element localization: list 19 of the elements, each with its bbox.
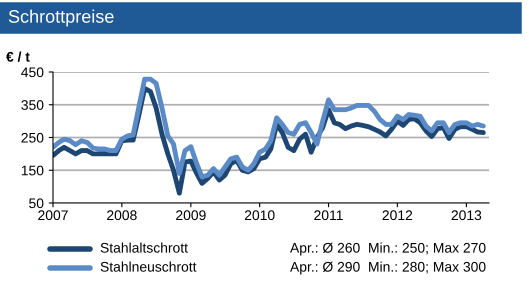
y-tick-label: 250	[22, 132, 44, 143]
y-tick-label: 350	[21, 100, 44, 110]
y-tick-label: 150	[22, 166, 44, 176]
x-tick-label: 2007	[38, 210, 68, 220]
x-tick-label: 2010	[244, 210, 275, 220]
y-axis-title: € / t	[6, 52, 30, 62]
x-tick-label: 2008	[107, 210, 137, 220]
x-tick-label: 2011	[314, 210, 343, 220]
line-series	[53, 76, 486, 180]
text: Apr.: Ø 290 Min.: 280; Max 300	[290, 262, 486, 274]
x-tick-label: 2009	[176, 210, 206, 220]
chart-title: Schrottpreise	[8, 10, 114, 26]
x-tick-label: 2013	[452, 210, 482, 220]
y-tick-label: 50	[29, 198, 44, 208]
legend-label: Stahlaltschrott	[100, 242, 188, 253]
text: Apr.: Ø 260 Min.: 250; Max 270	[290, 242, 486, 256]
y-tick-label: 450	[21, 67, 44, 78]
legend-label: Stahlneuschrott	[100, 262, 196, 272]
x-tick-label: 2012	[382, 210, 412, 220]
